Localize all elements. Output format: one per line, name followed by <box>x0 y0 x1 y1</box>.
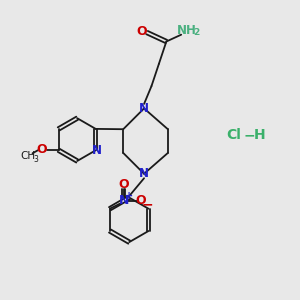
Text: 3: 3 <box>33 155 38 164</box>
Text: NH: NH <box>177 24 196 37</box>
Text: −: − <box>244 128 255 142</box>
Text: O: O <box>118 178 129 191</box>
Text: −: − <box>142 197 153 211</box>
Text: CH: CH <box>21 151 36 161</box>
Text: N: N <box>92 144 102 158</box>
Text: +: + <box>125 190 133 201</box>
Text: Cl: Cl <box>226 128 241 142</box>
Text: N: N <box>139 167 149 180</box>
Text: N: N <box>119 194 129 208</box>
Text: O: O <box>137 25 147 38</box>
Text: N: N <box>139 102 149 115</box>
Text: O: O <box>136 194 146 207</box>
Text: O: O <box>36 143 47 156</box>
Text: 2: 2 <box>194 28 200 38</box>
Text: H: H <box>254 128 266 142</box>
